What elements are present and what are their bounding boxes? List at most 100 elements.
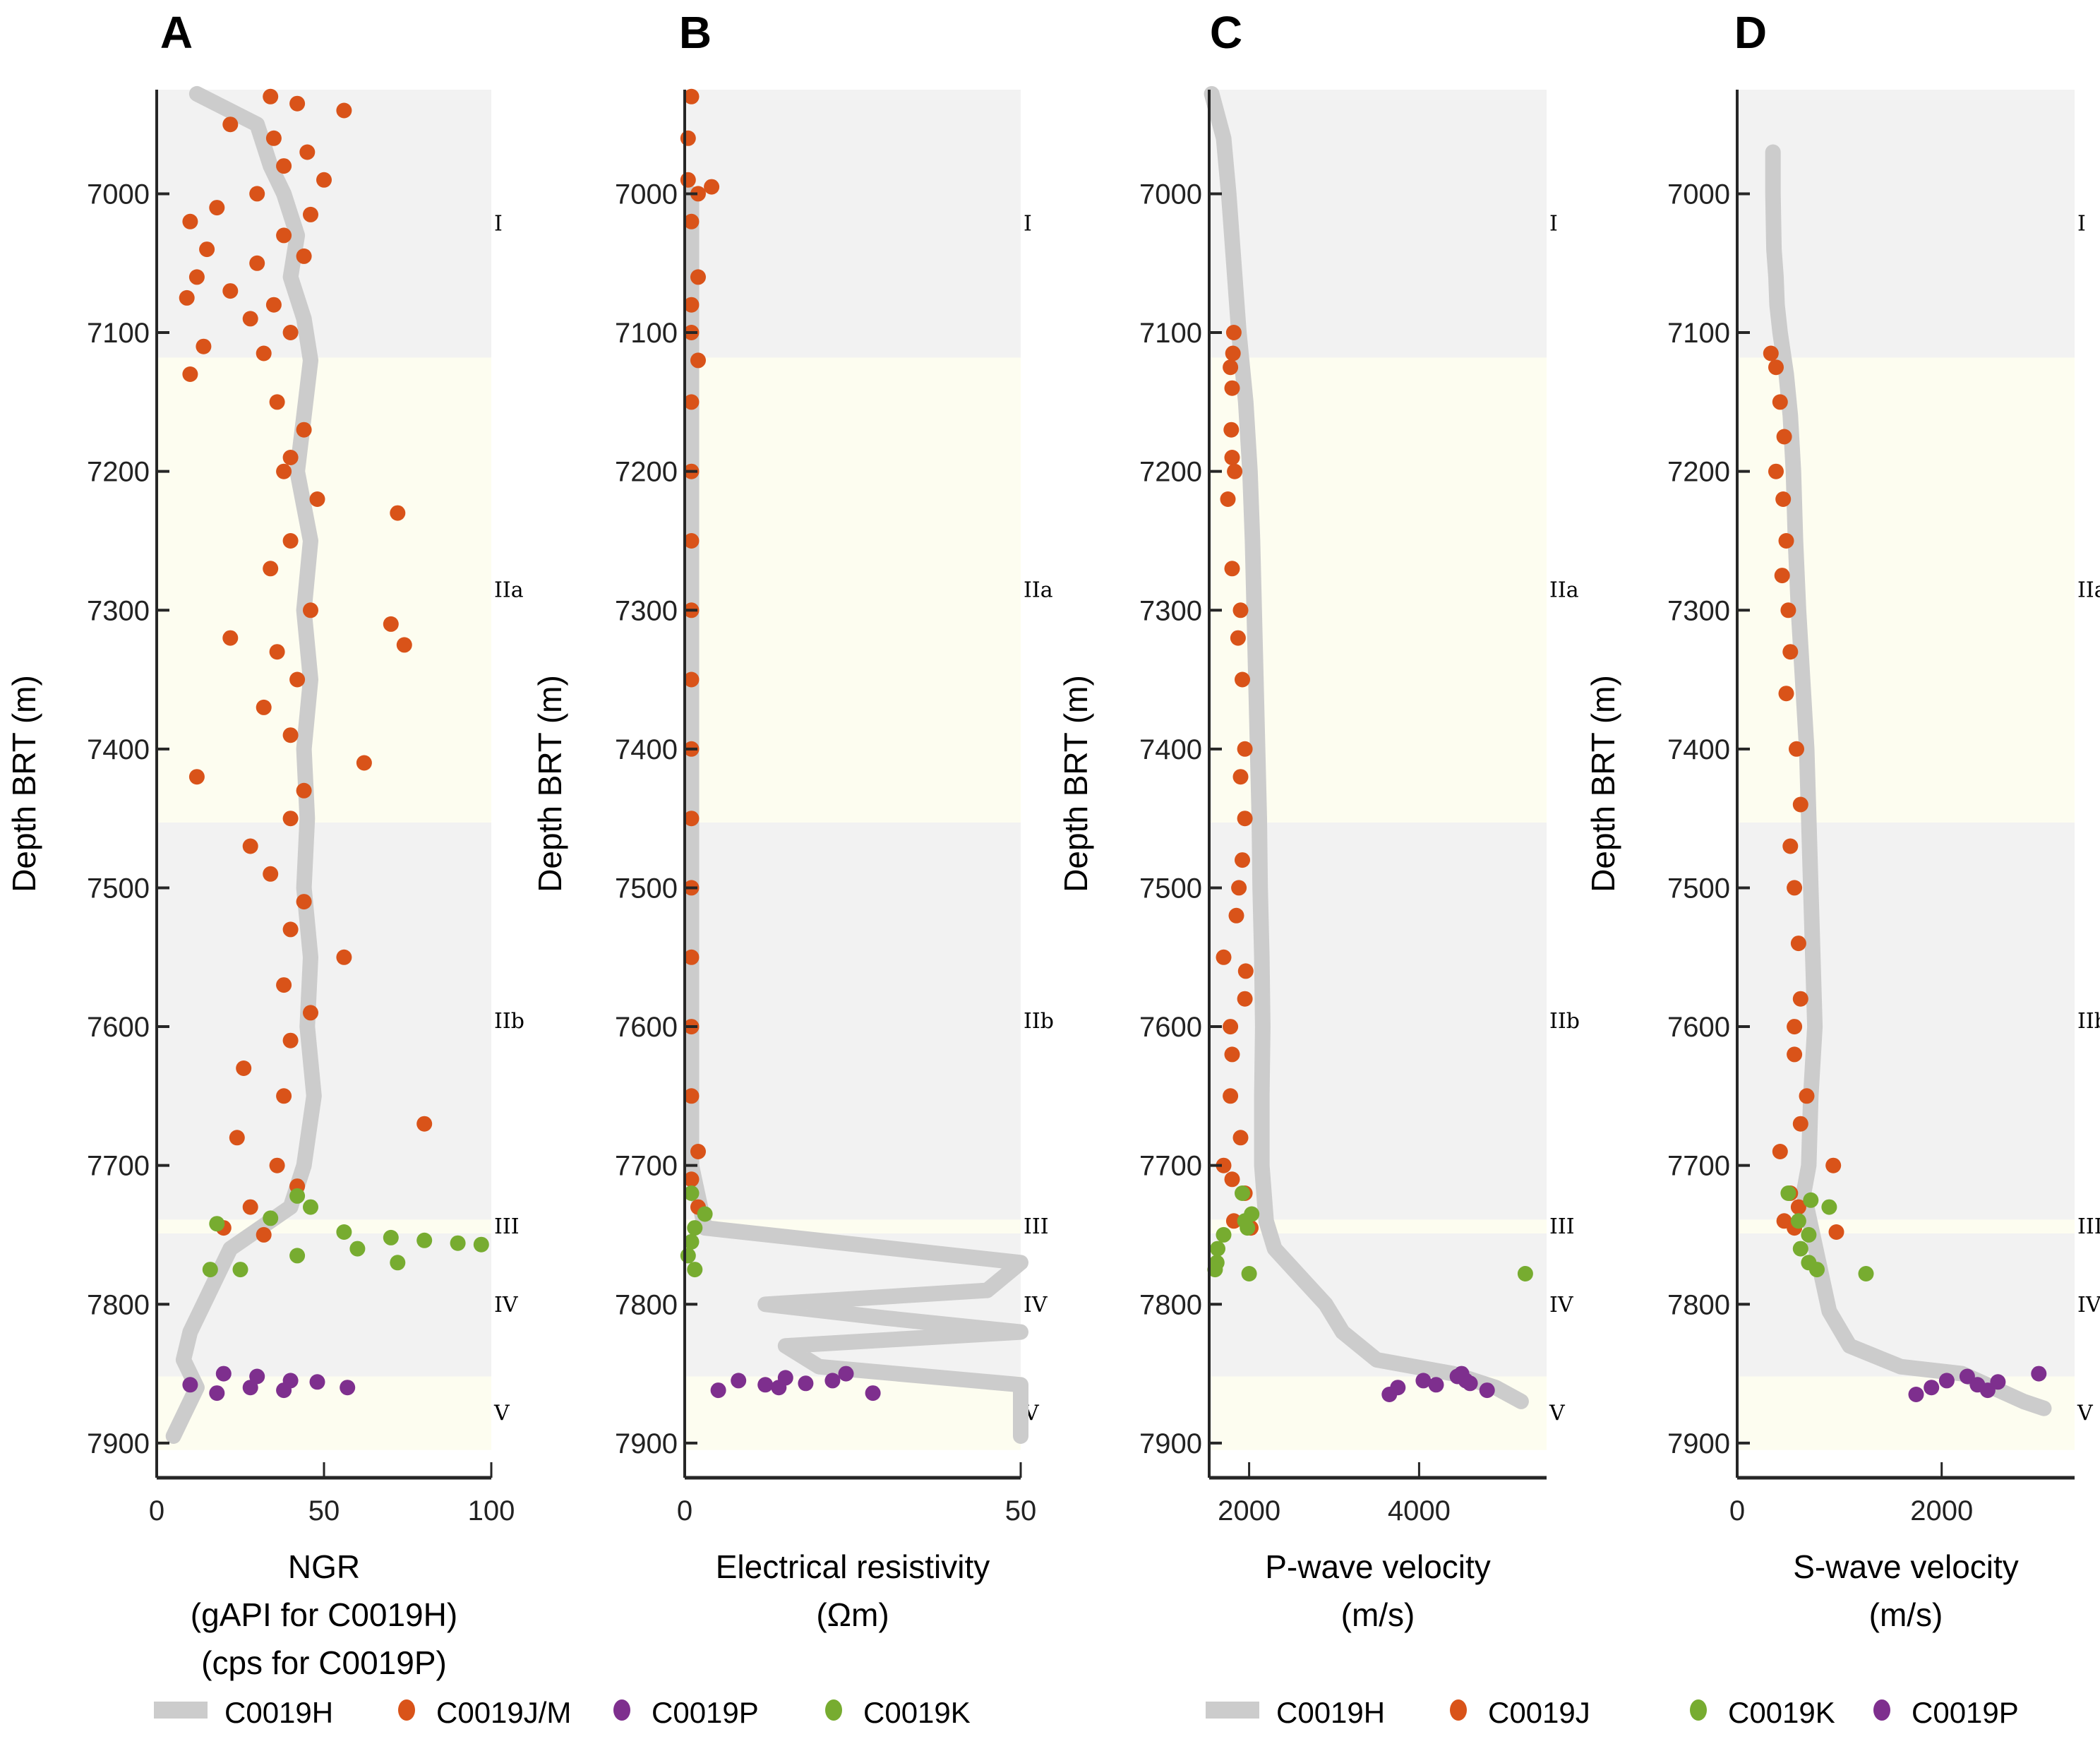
unit-label: IV bbox=[1024, 1293, 1048, 1317]
unit-label: IIb bbox=[494, 1009, 524, 1034]
x-axis-title: (m/s) bbox=[1869, 1596, 1943, 1633]
unit-band bbox=[685, 1376, 1021, 1450]
data-point-c0019k bbox=[232, 1262, 248, 1278]
data-point-c0019j bbox=[1828, 1224, 1844, 1240]
legend-dot-swatch bbox=[1873, 1699, 1890, 1721]
unit-label: I bbox=[1549, 212, 1558, 237]
x-axis-title: (cps for C0019P) bbox=[201, 1644, 447, 1681]
data-point-c0019j-m bbox=[690, 1144, 706, 1159]
data-point-c0019j bbox=[1237, 963, 1254, 979]
data-point-c0019k bbox=[680, 1248, 696, 1264]
data-point-c0019j-m bbox=[396, 637, 412, 653]
y-tick-label: 7200 bbox=[615, 457, 678, 488]
panel-letter: D bbox=[1734, 7, 1767, 58]
data-point-c0019p bbox=[182, 1377, 198, 1393]
data-point-c0019j-m bbox=[182, 366, 198, 382]
legend-dot-swatch bbox=[825, 1699, 842, 1721]
y-tick-label: 7800 bbox=[1139, 1289, 1202, 1320]
data-point-c0019j-m bbox=[282, 727, 299, 743]
data-point-c0019j-m bbox=[690, 269, 706, 285]
x-axis-title: (gAPI for C0019H) bbox=[191, 1596, 457, 1633]
y-tick-label: 7400 bbox=[615, 734, 678, 765]
panel-letter: C bbox=[1210, 7, 1242, 58]
unit-band bbox=[157, 357, 491, 823]
y-tick-label: 7200 bbox=[1667, 457, 1730, 488]
y-tick-label: 7200 bbox=[87, 457, 150, 488]
data-point-c0019j-m bbox=[683, 811, 700, 827]
x-tick-label: 2000 bbox=[1910, 1495, 1973, 1526]
data-point-c0019j-m bbox=[282, 325, 299, 340]
legend-label: C0019J/M bbox=[436, 1696, 571, 1729]
y-tick-label: 7400 bbox=[1667, 734, 1730, 765]
y-tick-label: 7700 bbox=[1667, 1151, 1730, 1182]
unit-label: III bbox=[494, 1214, 520, 1239]
data-point-c0019k bbox=[1801, 1226, 1817, 1243]
legend-dot-swatch bbox=[1690, 1699, 1707, 1721]
data-point-c0019j bbox=[1231, 880, 1247, 896]
data-point-c0019j bbox=[1825, 1157, 1842, 1173]
series-trace-c0019h bbox=[683, 186, 1028, 1444]
data-point-c0019j bbox=[1792, 991, 1808, 1007]
x-axis-title: Electrical resistivity bbox=[716, 1548, 990, 1585]
data-point-c0019j-m bbox=[683, 297, 700, 313]
panel-a: I IIa IIb III IV V 7000 7100 7200 7300 7400 7500 760… bbox=[6, 7, 524, 1681]
unit-label: IIa bbox=[1549, 578, 1579, 603]
data-point-c0019j-m bbox=[196, 338, 212, 354]
unit-label: IV bbox=[1549, 1293, 1574, 1317]
y-axis-title: Depth BRT (m) bbox=[6, 675, 42, 892]
data-point-c0019j bbox=[1223, 1019, 1239, 1035]
data-point-c0019k bbox=[687, 1220, 703, 1236]
data-point-c0019j bbox=[1232, 1130, 1249, 1146]
y-tick-label: 7300 bbox=[87, 595, 150, 626]
data-point-c0019k bbox=[1517, 1266, 1533, 1281]
data-point-c0019p bbox=[798, 1375, 814, 1392]
data-point-c0019j bbox=[1216, 949, 1232, 965]
unit-band bbox=[685, 823, 1021, 1220]
data-point-c0019p bbox=[215, 1365, 232, 1382]
data-point-c0019j-m bbox=[296, 422, 312, 438]
data-point-c0019p bbox=[1938, 1373, 1955, 1389]
data-point-c0019j bbox=[1792, 796, 1808, 813]
unit-band bbox=[157, 1219, 491, 1233]
data-point-c0019k bbox=[263, 1210, 279, 1226]
data-point-c0019j-m bbox=[296, 248, 312, 264]
unit-band bbox=[1737, 90, 2075, 358]
data-point-c0019j-m bbox=[256, 345, 272, 361]
data-point-c0019j bbox=[1220, 491, 1236, 507]
data-point-c0019j-m bbox=[296, 894, 312, 910]
data-point-c0019j-m bbox=[383, 616, 399, 632]
data-point-c0019j-m bbox=[269, 644, 285, 660]
unit-band bbox=[157, 90, 491, 358]
y-tick-label: 7000 bbox=[87, 179, 150, 210]
data-point-c0019k bbox=[683, 1233, 700, 1250]
legend-bottom-left: C0019H C0019J/M C0019P C0019K bbox=[154, 1696, 971, 1729]
data-point-c0019p bbox=[1924, 1380, 1940, 1396]
legend-label: C0019P bbox=[1912, 1696, 2019, 1729]
data-point-c0019j-m bbox=[256, 699, 272, 715]
data-point-c0019j-m bbox=[282, 533, 299, 549]
y-tick-label: 7900 bbox=[1139, 1428, 1202, 1459]
data-point-c0019j-m bbox=[222, 283, 239, 299]
y-tick-label: 7100 bbox=[87, 318, 150, 349]
data-point-c0019j-m bbox=[683, 88, 700, 104]
data-point-c0019p bbox=[824, 1373, 841, 1389]
data-point-c0019p bbox=[838, 1365, 854, 1382]
data-point-c0019j bbox=[1778, 533, 1794, 549]
data-point-c0019k bbox=[1809, 1262, 1825, 1278]
unit-band bbox=[157, 1233, 491, 1377]
unit-band bbox=[685, 90, 1021, 358]
data-point-c0019k bbox=[336, 1224, 352, 1240]
data-point-c0019j-m bbox=[390, 505, 406, 521]
data-point-c0019j-m bbox=[276, 977, 292, 993]
data-point-c0019j-m bbox=[282, 450, 299, 465]
data-point-c0019j-m bbox=[276, 227, 292, 244]
data-point-c0019j-m bbox=[263, 561, 279, 577]
data-point-c0019k bbox=[1790, 1213, 1806, 1229]
data-point-c0019k bbox=[390, 1255, 406, 1271]
data-point-c0019j-m bbox=[296, 782, 312, 799]
y-tick-label: 7600 bbox=[87, 1012, 150, 1043]
data-point-c0019p bbox=[340, 1380, 356, 1396]
unit-label: III bbox=[1024, 1214, 1049, 1239]
data-point-c0019j-m bbox=[683, 949, 700, 965]
y-tick-label: 7500 bbox=[1667, 873, 1730, 904]
